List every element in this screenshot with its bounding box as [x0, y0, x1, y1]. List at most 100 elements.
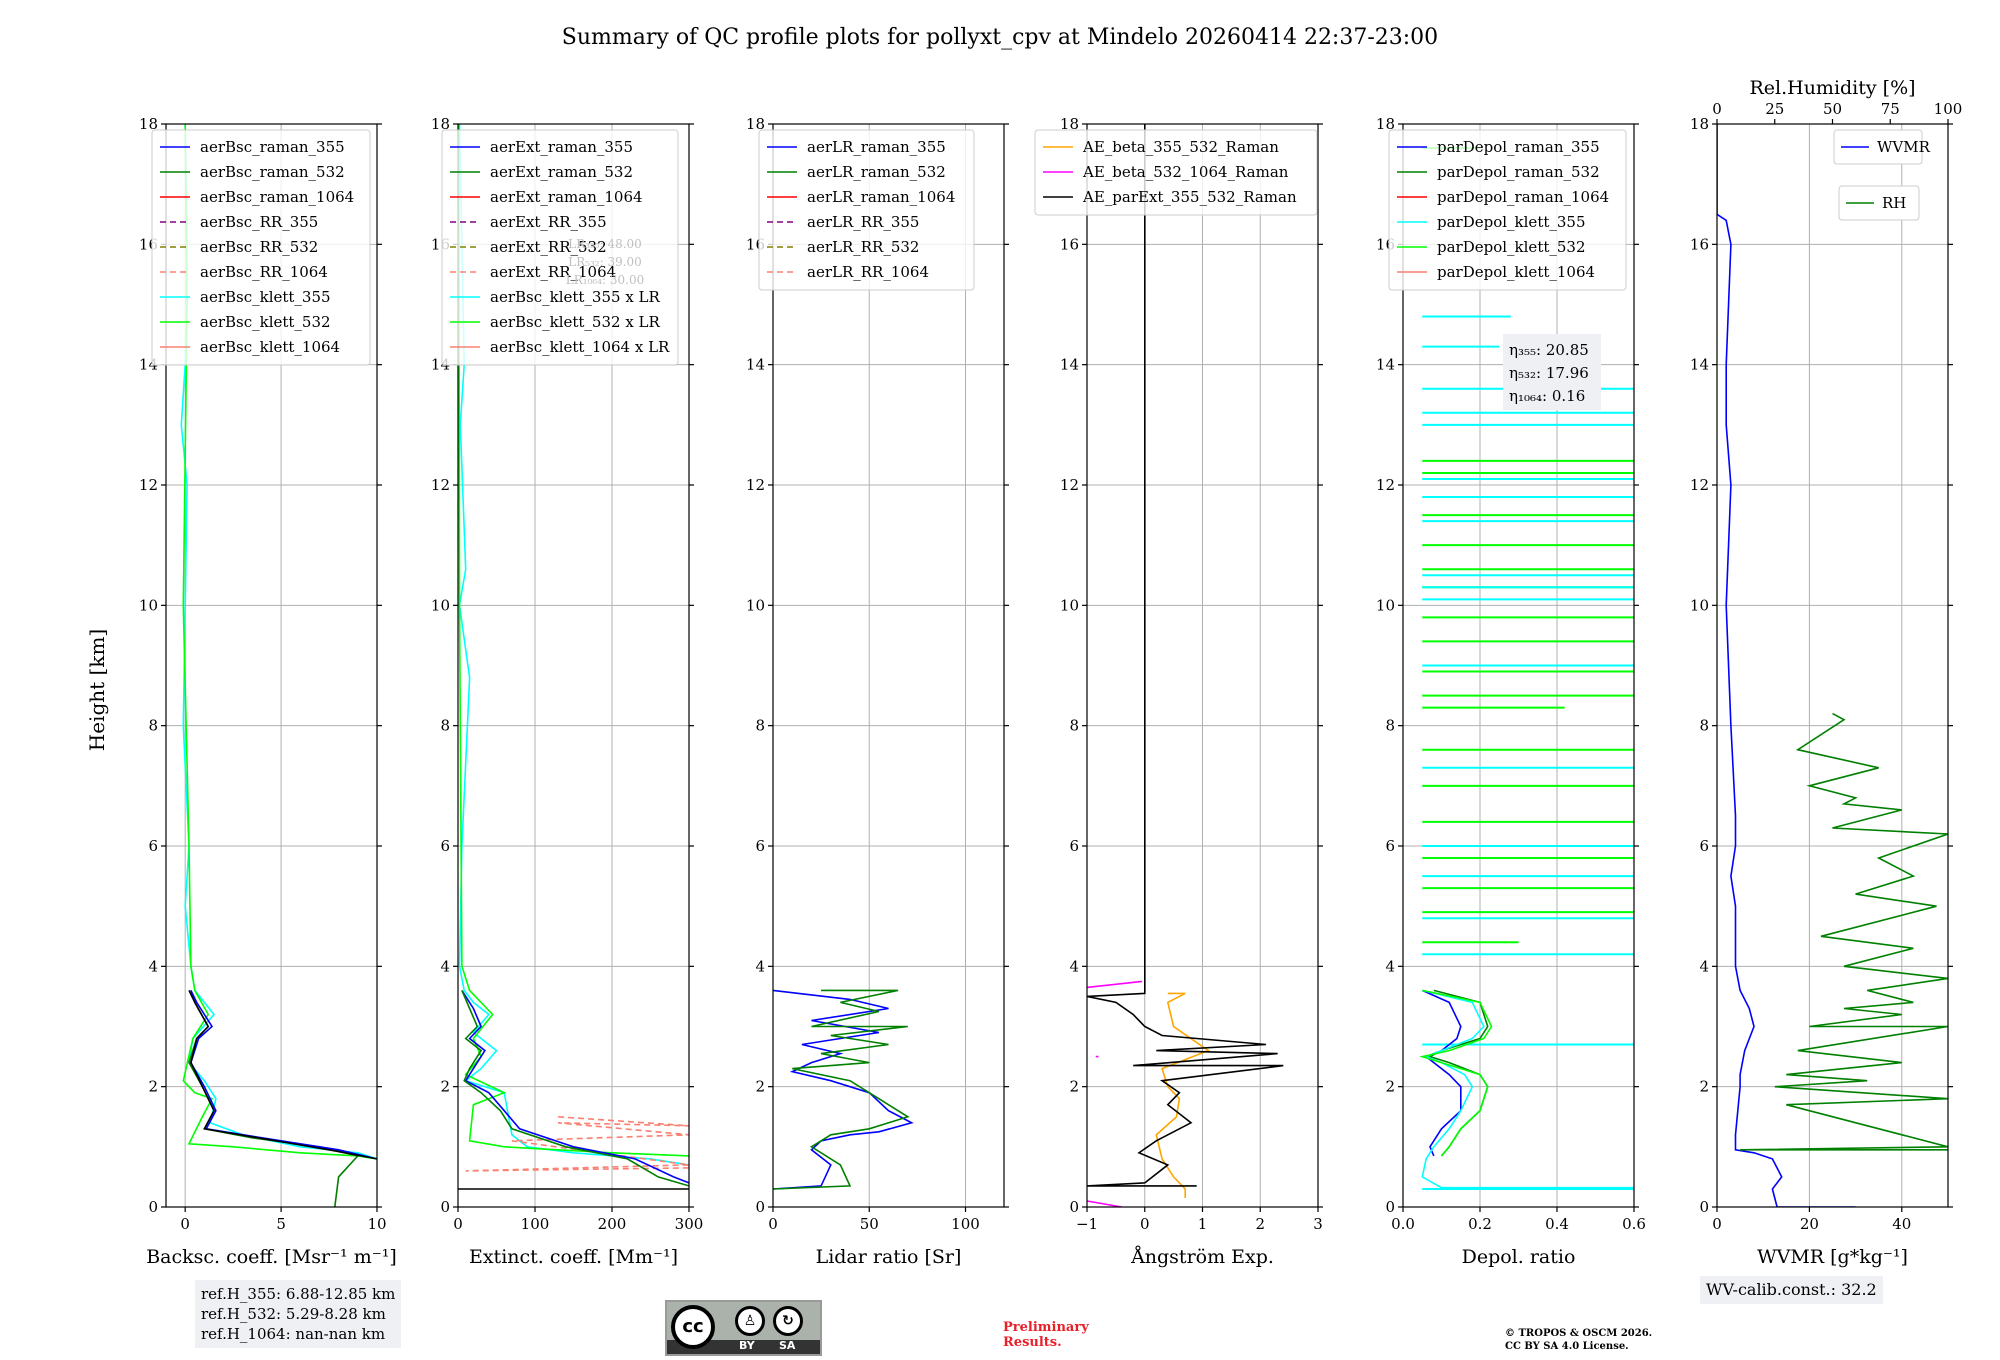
axes-frame [165, 123, 378, 1208]
legend-wvmr: WVMR [1833, 129, 1931, 165]
y-tick-label: 2 [755, 1078, 765, 1096]
top-x-tick-label: 0 [1712, 100, 1722, 118]
series-AE_beta_532_1064_Raman [1087, 980, 1142, 1207]
wv-calib-box: WV-calib.const.: 32.2 [1700, 1276, 1883, 1304]
eta-label: η₁₀₆₄: 0.16 [1509, 387, 1585, 405]
legend-box [1833, 129, 1923, 165]
x-tick-label: 40 [1892, 1215, 1911, 1233]
legend-label: aerBsc_RR_532 [200, 238, 318, 256]
y-tick-label: 4 [1699, 957, 1709, 975]
legend-box [1838, 185, 1920, 221]
x-tick-label: 0.4 [1545, 1215, 1569, 1233]
legend-label: aerLR_RR_355 [807, 213, 919, 231]
y-tick-label: 18 [1376, 115, 1395, 133]
y-tick-label: 2 [440, 1078, 450, 1096]
axes [1712, 119, 1953, 1212]
y-tick-label: 2 [1699, 1078, 1709, 1096]
legend: aerExt_raman_355 aerExt_raman_532 aerExt_r… [441, 129, 679, 366]
legend-rh: RH [1838, 185, 1920, 221]
refH-355: ref.H_355: 6.88-12.85 km [201, 1285, 396, 1303]
top-x-tick-label: 100 [1934, 100, 1963, 118]
series-RH [1740, 712, 1948, 1151]
legend-label: aerExt_raman_532 [490, 163, 633, 181]
legend-label: AE_beta_532_1064_Raman [1082, 163, 1289, 181]
legend-label: aerBsc_raman_532 [200, 163, 345, 181]
copyright-note: © TROPOS & OSCM 2026. CC BY SA 4.0 Licen… [1505, 1327, 1652, 1353]
y-tick-label: 8 [148, 717, 158, 735]
y-tick-label: 16 [1060, 235, 1079, 253]
series-aerExt_raman_355 [461, 989, 689, 1184]
series-parDepol_klett_355 [1421, 989, 1634, 1189]
legend-label: parDepol_klett_355 [1437, 213, 1586, 231]
y-tick-label: 10 [431, 596, 450, 614]
legend-box [758, 129, 975, 291]
y-tick-label: 14 [1690, 356, 1709, 374]
legend-label: aerBsc_klett_532 x LR [490, 313, 661, 331]
preliminary-line-2: Results. [1003, 1335, 1062, 1350]
legend-label: aerBsc_RR_1064 [200, 263, 328, 281]
by-icon: ♙ [735, 1306, 765, 1336]
y-tick-label: 8 [1699, 717, 1709, 735]
legend-label: WVMR [1877, 138, 1931, 156]
series-AE_beta_355_532_Raman [1155, 992, 1210, 1198]
x-tick-label: 0 [453, 1215, 463, 1233]
legend-label: aerLR_raman_355 [807, 138, 946, 156]
y-tick-label: 10 [1060, 596, 1079, 614]
y-axis-label: Height [km] [85, 629, 109, 751]
y-tick-label: 12 [1376, 476, 1395, 494]
x-tick-label: 100 [951, 1215, 980, 1233]
y-tick-label: 0 [148, 1198, 158, 1216]
y-tick-label: 4 [440, 957, 450, 975]
y-tick-label: 2 [148, 1078, 158, 1096]
y-tick-label: 0 [1069, 1198, 1079, 1216]
series-aerBsc_raman_1064 [188, 990, 377, 1160]
y-tick-label: 0 [1699, 1198, 1709, 1216]
x-tick-label: 0.6 [1622, 1215, 1646, 1233]
y-tick-label: 12 [1060, 476, 1079, 494]
legend: AE_beta_355_532_Raman AE_beta_532_1064_Ra… [1034, 129, 1318, 216]
top-axis-label: Rel.Humidity [%] [1749, 77, 1915, 99]
x-tick-label: 20 [1800, 1215, 1819, 1233]
y-tick-label: 14 [1060, 356, 1079, 374]
y-tick-label: 4 [755, 957, 765, 975]
y-tick-label: 10 [1376, 596, 1395, 614]
by-label: BY [739, 1339, 755, 1352]
legend-label: aerExt_RR_532 [490, 238, 607, 256]
y-tick-label: 12 [746, 476, 765, 494]
legend-label: aerLR_raman_1064 [807, 188, 955, 206]
y-tick-label: 12 [139, 476, 158, 494]
y-tick-label: 6 [755, 837, 765, 855]
x-tick-label: 3 [1313, 1215, 1323, 1233]
plot-area [1717, 124, 1948, 1207]
legend-label: aerBsc_raman_1064 [200, 188, 354, 206]
y-tick-label: 10 [1690, 596, 1709, 614]
axes [161, 123, 382, 1212]
y-tick-label: 0 [1385, 1198, 1395, 1216]
legend-label: aerBsc_klett_355 [200, 288, 331, 306]
legend-label: aerExt_RR_355 [490, 213, 607, 231]
y-tick-label: 0 [440, 1198, 450, 1216]
series-AE_parExt_355_532_Raman [1087, 124, 1284, 1187]
legend-label: parDepol_raman_532 [1437, 163, 1600, 181]
y-tick-label: 12 [431, 476, 450, 494]
legend-label: aerExt_RR_1064 [490, 263, 616, 281]
x-tick-label: 2 [1255, 1215, 1265, 1233]
lr-label: LR₁₀₆₄: 30.00 [566, 273, 644, 287]
y-tick-label: 2 [1385, 1078, 1395, 1096]
y-tick-label: 18 [431, 115, 450, 133]
x-axis-label: Lidar ratio [Sr] [816, 1246, 962, 1268]
reference-height-box: ref.H_355: 6.88-12.85 km ref.H_532: 5.29… [195, 1280, 402, 1348]
plot-area [1087, 124, 1284, 1207]
series-aerBsc_raman_355 [190, 990, 377, 1160]
y-tick-label: 6 [148, 837, 158, 855]
axes-frame [1402, 123, 1635, 1208]
axes [1082, 123, 1323, 1212]
x-tick-label: 0 [1712, 1215, 1722, 1233]
x-tick-label: 300 [675, 1215, 704, 1233]
axes-frame [457, 123, 690, 1208]
